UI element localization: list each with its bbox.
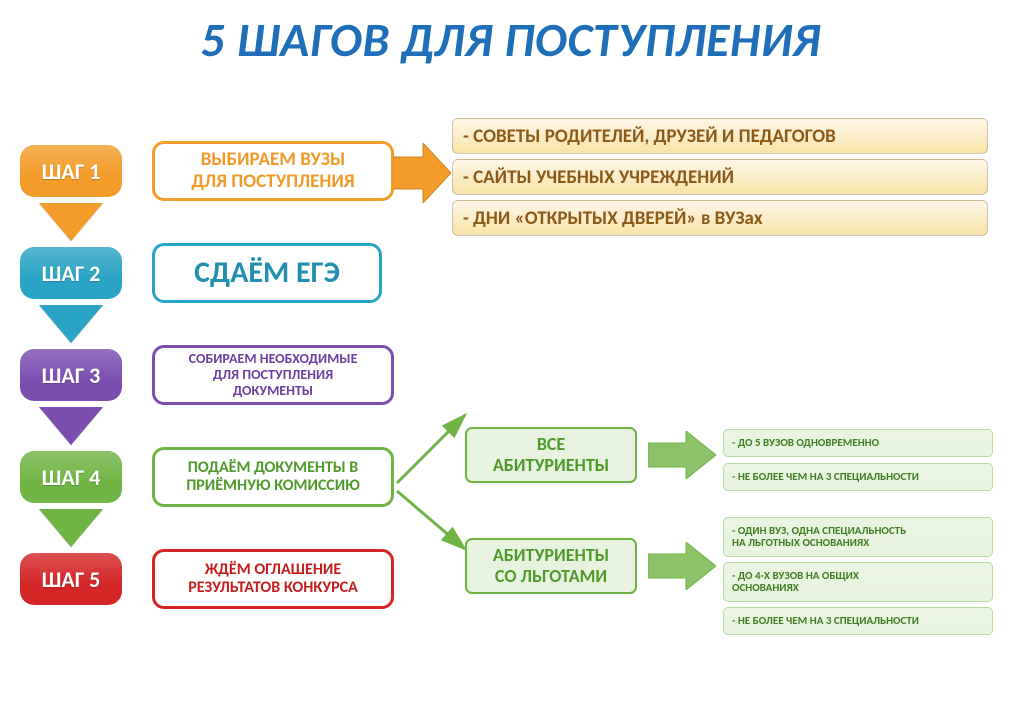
arrow-step4-branch-up: [395, 407, 475, 487]
step-content-2: СДАЁМ ЕГЭ: [152, 243, 382, 303]
down-arrow-3: [39, 407, 103, 445]
step-badge-3: ШАГ 3: [20, 349, 122, 401]
arrow-branch2-to-details: [648, 542, 716, 590]
down-arrow-2: [39, 305, 103, 343]
step-badge-1: ШАГ 1: [20, 145, 122, 197]
branch2-detail-1: - ОДИН ВУЗ, ОДНА СПЕЦИАЛЬНОСТЬ НА ЛЬГОТН…: [723, 517, 993, 557]
branch2-detail-2: - ДО 4-Х ВУЗОВ НА ОБЩИХ ОСНОВАНИЯХ: [723, 562, 993, 602]
step1-info-1: - СОВЕТЫ РОДИТЕЛЕЙ, ДРУЗЕЙ И ПЕДАГОГОВ: [452, 118, 988, 154]
down-arrow-1: [39, 203, 103, 241]
down-arrow-4: [39, 509, 103, 547]
step-badge-4: ШАГ 4: [20, 451, 122, 503]
branch-box-all-applicants: ВСЕ АБИТУРИЕНТЫ: [465, 427, 637, 483]
step1-info-2: - САЙТЫ УЧЕБНЫХ УЧРЕЖДЕНИЙ: [452, 159, 988, 195]
step-content-5: ЖДЁМ ОГЛАШЕНИЕ РЕЗУЛЬТАТОВ КОНКУРСА: [152, 549, 394, 609]
branch1-detail-1: - ДО 5 ВУЗОВ ОДНОВРЕМЕННО: [723, 429, 993, 457]
arrow-step1-to-info: [393, 143, 451, 203]
step-badge-5: ШАГ 5: [20, 553, 122, 605]
step-content-3: СОБИРАЕМ НЕОБХОДИМЫЕ ДЛЯ ПОСТУПЛЕНИЯ ДОК…: [152, 345, 394, 405]
arrow-branch1-to-details: [648, 431, 716, 479]
branch2-detail-3: - НЕ БОЛЕЕ ЧЕМ НА 3 СПЕЦИАЛЬНОСТИ: [723, 607, 993, 635]
arrow-step4-branch-down: [395, 487, 475, 557]
step-content-4: ПОДАЁМ ДОКУМЕНТЫ В ПРИЁМНУЮ КОМИССИЮ: [152, 447, 394, 507]
page-title: 5 ШАГОВ ДЛЯ ПОСТУПЛЕНИЯ: [0, 10, 1021, 69]
steps-column: ШАГ 1 ШАГ 2 ШАГ 3 ШАГ 4 ШАГ 5: [20, 145, 122, 605]
branch1-detail-2: - НЕ БОЛЕЕ ЧЕМ НА 3 СПЕЦИАЛЬНОСТИ: [723, 463, 993, 491]
branch-box-privileged-applicants: АБИТУРИЕНТЫ СО ЛЬГОТАМИ: [465, 538, 637, 594]
step-content-1: ВЫБИРАЕМ ВУЗЫ ДЛЯ ПОСТУПЛЕНИЯ: [152, 141, 394, 201]
step-badge-2: ШАГ 2: [20, 247, 122, 299]
step1-info-3: - ДНИ «ОТКРЫТЫХ ДВЕРЕЙ» в ВУЗах: [452, 200, 988, 236]
